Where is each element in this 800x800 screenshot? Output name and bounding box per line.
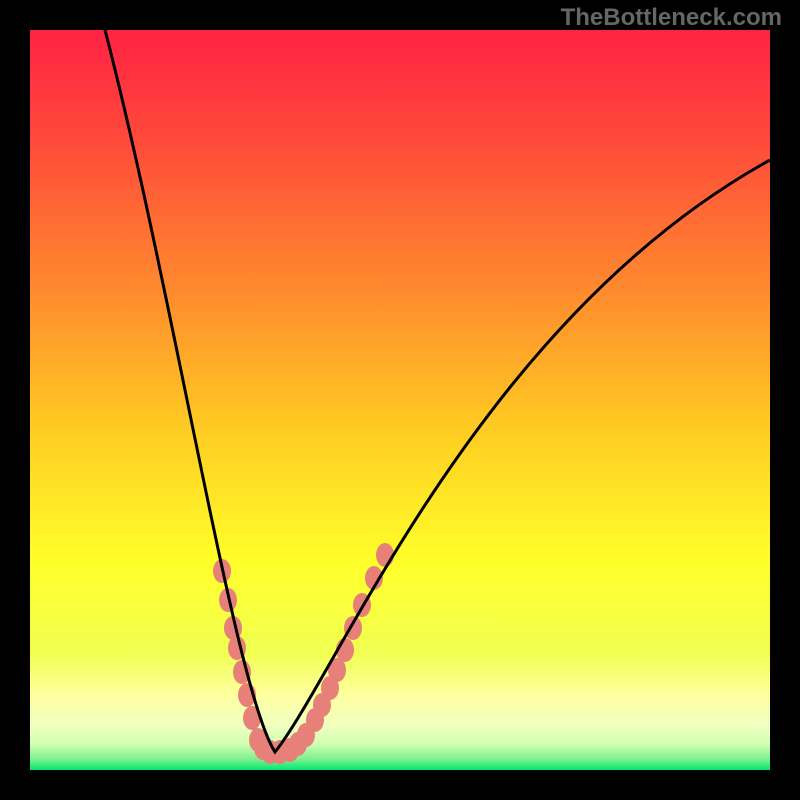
watermark-text: TheBottleneck.com [561,4,782,32]
plot-area [30,30,770,770]
chart-outer-frame: TheBottleneck.com [0,0,800,800]
marker-dot [376,543,394,567]
plot-background [30,30,770,770]
chart-svg [30,30,770,770]
